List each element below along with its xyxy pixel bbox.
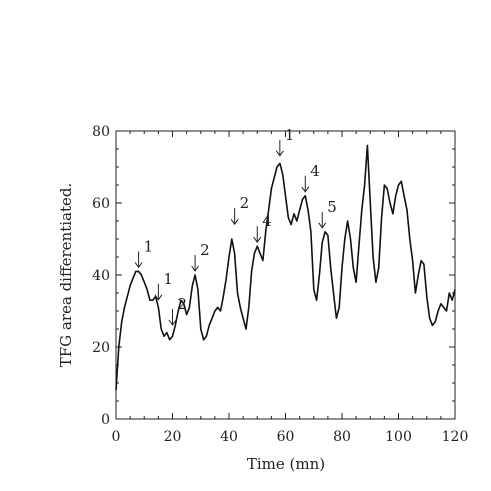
x-tick-label: 40 [220,429,238,445]
annotation: 2 [230,194,250,226]
annotation: 2 [191,241,210,272]
y-tick-label: 60 [92,196,110,212]
annotation-label: 4 [310,162,320,180]
annotation-arrowhead [230,218,239,226]
x-tick-label: 0 [112,429,121,445]
annotation-label: 2 [240,194,250,212]
annotation: 1 [154,270,173,301]
x-tick-labels: 0 20 40 60 80 100 120 [112,429,469,445]
y-tick-label: 40 [92,268,110,284]
annotation-label: 5 [327,198,337,216]
series-line [115,144,456,391]
annotation: 1 [275,126,295,157]
annotation-arrowhead [191,265,200,272]
annotation-label: 1 [163,270,173,288]
x-axis-title: Time (mn) [247,455,325,473]
x-tick-label: 60 [277,429,295,445]
annotation-arrowhead [275,150,284,157]
annotation-label: 2 [200,241,210,259]
y-tick-label: 0 [101,412,110,428]
x-tick-label: 80 [333,429,351,445]
annotation: 4 [301,162,320,193]
annotation: 2 [168,295,188,326]
y-tick-label: 80 [92,124,110,140]
annotation-arrowhead [253,236,262,244]
annotation-arrowhead [134,262,143,269]
axis-ticks [115,130,456,420]
annotation-arrowhead [318,222,327,229]
annotation: 5 [318,198,337,229]
y-axis-title: TFG area differentiated. [57,183,75,368]
x-tick-label: 120 [442,429,469,445]
x-tick-label: 20 [164,429,182,445]
y-tick-label: 20 [92,340,110,356]
annotation-label: 2 [178,295,188,313]
y-tick-labels: 0 20 40 60 80 [92,124,110,428]
annotation-arrowhead [301,186,310,193]
x-tick-label: 100 [385,429,412,445]
annotation-label: 4 [262,212,272,230]
annotation-label: 1 [285,126,295,144]
annotation-arrowhead [168,319,177,326]
annotation: 1 [134,237,154,269]
annotation-label: 1 [144,237,154,255]
annotation: 4 [253,212,272,244]
annotation-arrowhead [154,294,163,301]
